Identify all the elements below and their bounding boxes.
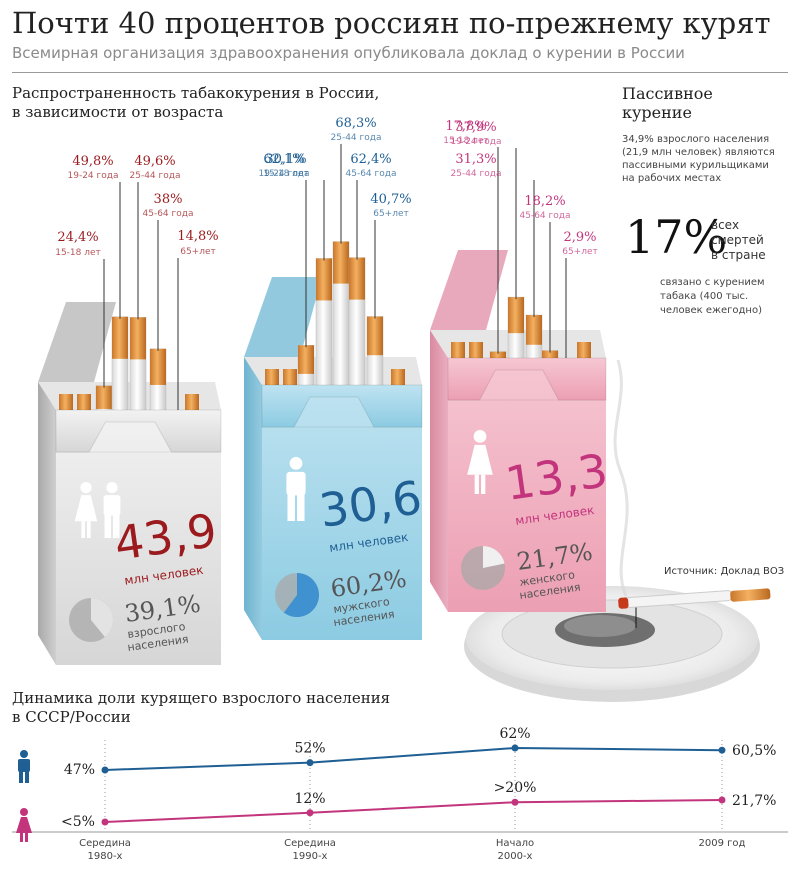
pack-1: 30,1% 15-18 лет 62,1% 19-24 года 68,3% 25-44 …	[244, 116, 425, 640]
pack-1-category-label-0: 15-18 лет	[263, 169, 309, 179]
dyn-label-0-1: 52%	[294, 741, 325, 757]
pack-0: 24,4% 15-18 лет 49,8% 19-24 года 49,6% 25-44 …	[38, 154, 222, 665]
pack-1-category-label-3: 45-64 года	[346, 169, 397, 179]
page-title: Почти 40 процентов россиян по-прежнему к…	[12, 6, 771, 40]
pack-1-value-label-2: 68,3%	[335, 116, 376, 131]
dyn-category-2-1: 2000-х	[498, 851, 533, 862]
dyn-label-0-0: 47%	[64, 762, 95, 778]
pack-1-category-label-1: 19-24 года	[259, 169, 310, 179]
deaths-note: связано с курением табака (400 тыс. чело…	[660, 277, 765, 316]
dyn-point-1-3	[718, 796, 726, 804]
dyn-category-0-1: 1980-х	[88, 851, 123, 862]
pack-2-share-pie	[461, 546, 505, 590]
pack-1-category-label-4: 65+лет	[373, 209, 409, 219]
pack-1-category-label-2: 25-44 года	[331, 133, 382, 143]
dyn-label-0-2: 62%	[499, 726, 530, 742]
pack-2-value-label-3: 18,2%	[524, 194, 565, 209]
pack-0-value-label-3: 38%	[154, 192, 183, 207]
pack-2-category-label-3: 45-64 года	[520, 211, 571, 221]
dyn-label-1-3: 21,7%	[732, 793, 776, 809]
dyn-label-1-0: <5%	[61, 814, 95, 830]
pack-1-share-pie	[275, 573, 320, 618]
pack-2-value-label-1: 37,9%	[455, 120, 496, 135]
pack-2-category-label-2: 25-44 года	[451, 169, 502, 179]
dynamics-chart: Середина 1980-х Середина 1990-х Начало 2000-х…	[12, 726, 788, 862]
pack-2-value-label-2: 31,3%	[455, 152, 496, 167]
man-icon	[286, 457, 306, 521]
dyn-woman-icon	[16, 808, 32, 842]
page-subtitle: Всемирная организация здравоохранения оп…	[12, 44, 685, 62]
dyn-man-icon	[18, 750, 30, 783]
dyn-point-1-2	[511, 798, 519, 806]
pack-1-value-label-4: 40,7%	[370, 192, 411, 207]
dyn-series-line-1	[104, 799, 723, 823]
dyn-label-1-1: 12%	[294, 791, 325, 807]
pack-0-share-pie	[69, 598, 113, 642]
dyn-point-0-0	[101, 766, 109, 774]
pack-2-category-label-1: 19-24 года	[451, 137, 502, 147]
dyn-point-1-0	[101, 818, 109, 826]
source-note: Источник: Доклад ВОЗ	[664, 566, 785, 577]
dyn-point-1-1	[306, 809, 314, 817]
dyn-category-3-0: 2009 год	[699, 838, 746, 849]
passive-text: 34,9% взрослого населения (21,9 млн чело…	[622, 134, 775, 184]
pack-0-value-label-4: 14,8%	[177, 229, 218, 244]
dyn-point-0-2	[511, 744, 519, 752]
pack-0-category-label-3: 45-64 года	[143, 209, 194, 219]
dyn-point-0-3	[718, 746, 726, 754]
dyn-label-0-3: 60,5%	[732, 743, 776, 759]
pack-2-category-label-0: 15-18 лет	[443, 136, 489, 146]
woman-icon	[74, 482, 98, 538]
pack-1-value-label-3: 62,4%	[350, 152, 391, 167]
pack-2-value-label-4: 2,9%	[563, 230, 596, 245]
dynamics-title: Динамика доли курящего взрослого населен…	[12, 689, 391, 726]
dyn-point-0-1	[306, 759, 314, 767]
pack-2-value-label-0: 17,8%	[445, 119, 486, 134]
dyn-label-1-2: >20%	[494, 780, 537, 796]
dyn-category-1-0: Середина	[284, 838, 336, 849]
pack-1-value-label-0: 30,1%	[265, 152, 306, 167]
pack-0-category-label-2: 25-44 года	[130, 171, 181, 181]
pack-0-category-label-0: 15-18 лет	[55, 248, 101, 258]
pack-2-category-label-4: 65+лет	[562, 247, 598, 257]
deaths-percent: 17%	[625, 210, 728, 264]
pack-0-category-label-4: 65+лет	[180, 247, 216, 257]
ashtray-illustration	[464, 359, 771, 702]
woman-icon	[467, 430, 493, 494]
dyn-series-line-0	[104, 746, 723, 771]
top-divider	[12, 72, 788, 73]
pack-0-value-label-1: 49,8%	[72, 154, 113, 169]
pack-0-value-label-2: 49,6%	[134, 154, 175, 169]
pack-0-value-label-0: 24,4%	[57, 230, 98, 245]
dyn-category-1-1: 1990-х	[293, 851, 328, 862]
dyn-category-0-0: Середина	[79, 838, 131, 849]
deaths-text: всех смертей в стране	[711, 218, 766, 262]
passive-title: Пассивное курение	[622, 84, 713, 122]
pack-0-category-label-1: 19-24 года	[68, 171, 119, 181]
prevalence-title: Распространенность табакокурения в Росси…	[12, 84, 380, 121]
pack-1-value-label-1: 62,1%	[263, 152, 304, 167]
man-icon	[103, 482, 121, 538]
dyn-category-2-0: Начало	[496, 838, 534, 849]
